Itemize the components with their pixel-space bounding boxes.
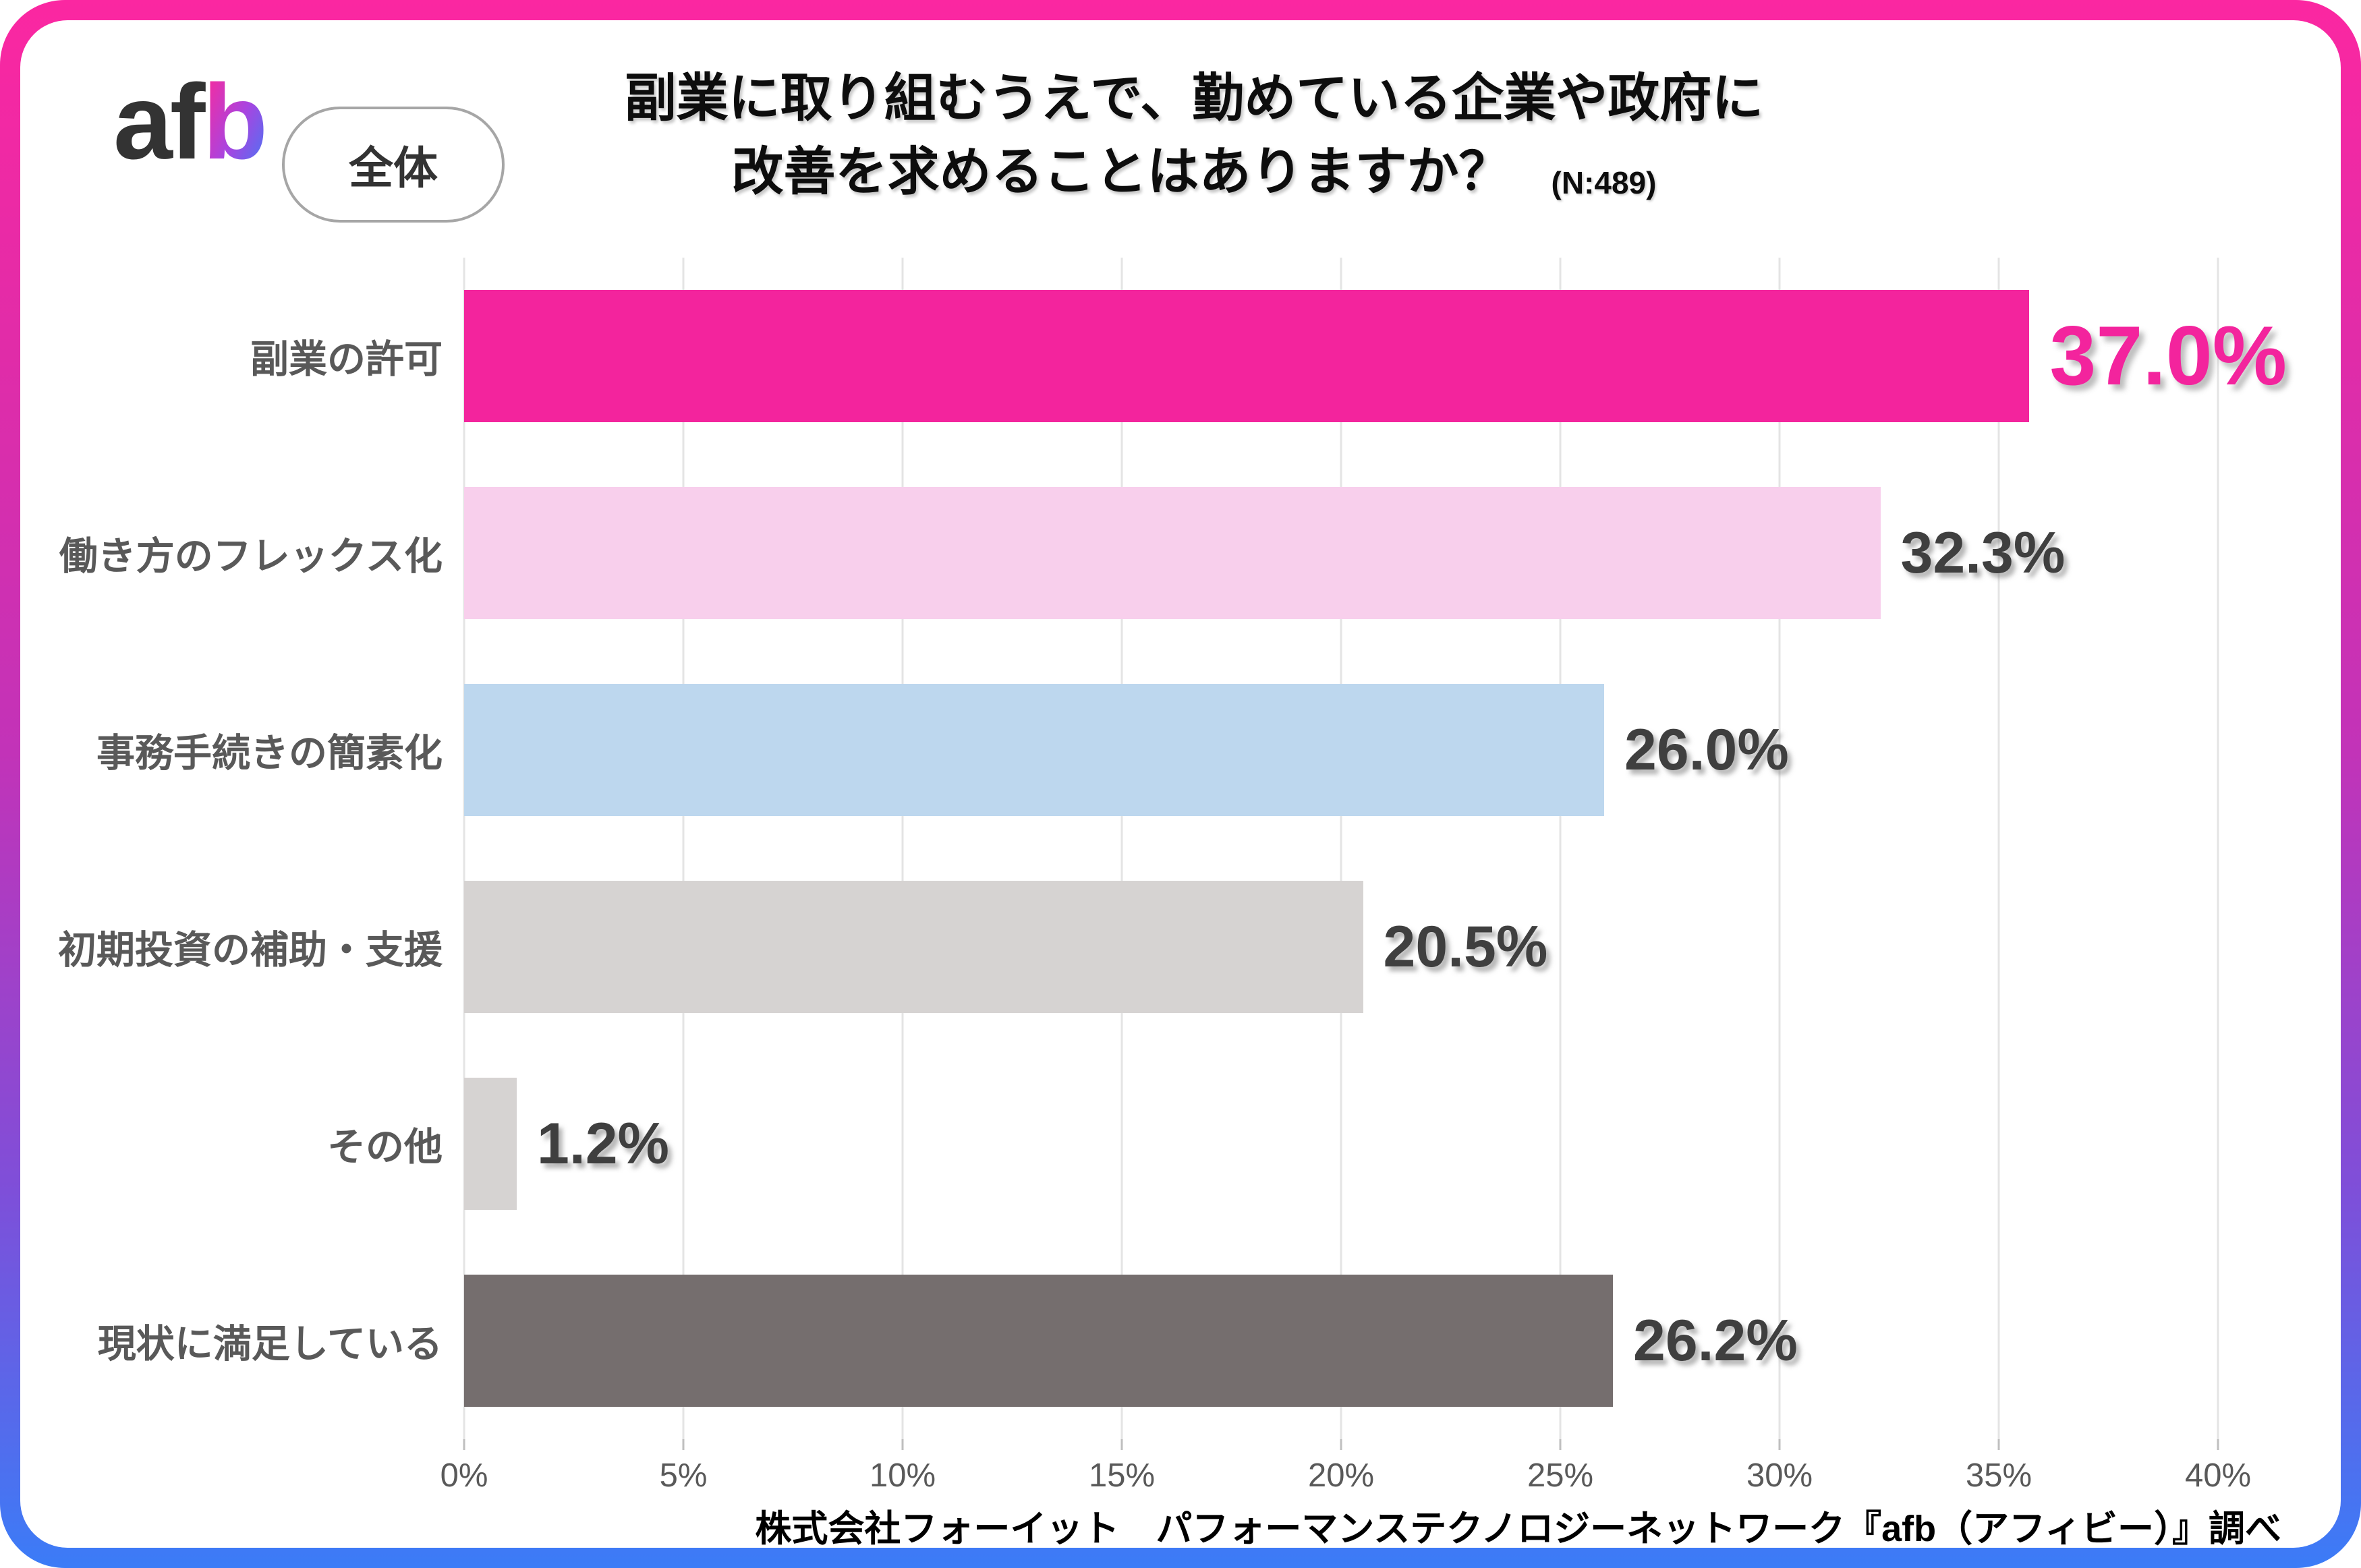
bar-jimu-kansoka — [464, 684, 1604, 816]
x-tick-mark — [1778, 1439, 1781, 1450]
bar-row-sonota: その他 1.2% — [20, 1045, 2287, 1242]
chart-title-line2-text: 改善を求めることはありますか？ — [731, 143, 1511, 202]
gridline — [2217, 258, 2219, 1439]
category-label: 初期投資の補助・支援 — [58, 929, 443, 972]
bar-chart: 副業の許可 37.0% 働き方のフレックス化 32.3% 事務手続きの簡素化 — [20, 258, 2287, 1439]
gridline — [1340, 258, 1342, 1439]
value-label: 32.3% — [1900, 520, 2066, 585]
x-tick-label: 35% — [1965, 1457, 2032, 1494]
x-tick-label: 15% — [1088, 1457, 1156, 1494]
x-tick-mark — [682, 1439, 685, 1450]
value-label: 37.0% — [2049, 310, 2287, 403]
value-label: 26.0% — [1624, 717, 1789, 782]
value-label: 26.2% — [1633, 1308, 1798, 1373]
gridline — [463, 258, 465, 1439]
value-label: 1.2% — [537, 1111, 670, 1176]
gridline — [1120, 258, 1123, 1439]
category-label: 現状に満足している — [97, 1323, 443, 1366]
chart-card: afb 全体 副業に取り組むうえで、勤めている企業や政府に 改善を求めることはあ… — [20, 20, 2341, 1548]
x-tick-label: 25% — [1527, 1457, 1594, 1494]
afb-logo-gradient-part: b — [202, 63, 268, 181]
value-label: 20.5% — [1383, 914, 1548, 979]
bar-rows: 副業の許可 37.0% 働き方のフレックス化 32.3% 事務手続きの簡素化 — [20, 258, 2287, 1439]
afb-logo: afb — [113, 69, 268, 175]
x-tick-label: 10% — [869, 1457, 936, 1494]
x-axis: 0% 5% 10% 15% 20% 25% 30% 35% 40% — [440, 1439, 2251, 1520]
category-label: 副業の許可 — [250, 338, 443, 381]
bar-flex — [464, 487, 1881, 619]
x-tick-label: 30% — [1746, 1457, 1813, 1494]
category-label: 事務手続きの簡素化 — [96, 732, 443, 775]
bar-shoki-toushi — [464, 881, 1363, 1013]
segment-badge: 全体 — [282, 107, 505, 223]
gridlines — [463, 258, 2219, 1439]
bar-row-jimu-kansoka: 事務手続きの簡素化 26.0% — [20, 651, 2287, 848]
bar-row-flex: 働き方のフレックス化 32.3% — [20, 455, 2287, 651]
x-tick-label: 5% — [659, 1457, 708, 1494]
category-label: その他 — [327, 1126, 443, 1169]
bar-sonota — [464, 1078, 517, 1210]
x-tick-mark — [901, 1439, 904, 1450]
x-tick-mark — [1997, 1439, 2000, 1450]
bar-fukugyou-kyoka — [464, 290, 2030, 422]
gridline — [1778, 258, 1781, 1439]
x-tick-mark — [1340, 1439, 1342, 1450]
chart-title-line2: 改善を求めることはありますか？ (N:489) — [533, 136, 1855, 209]
x-tick-label: 40% — [2184, 1457, 2252, 1494]
x-tick-label: 0% — [440, 1457, 488, 1494]
segment-badge-label: 全体 — [349, 143, 438, 193]
gridline — [901, 258, 904, 1439]
category-label: 働き方のフレックス化 — [59, 535, 443, 578]
gridline — [682, 258, 685, 1439]
x-tick-mark — [1120, 1439, 1123, 1450]
chart-title-line1: 副業に取り組むうえで、勤めている企業や政府に — [624, 69, 1764, 127]
chart-title: 副業に取り組むうえで、勤めている企業や政府に 改善を求めることはありますか？ (N… — [533, 62, 1855, 210]
x-tick-label: 20% — [1307, 1457, 1375, 1494]
bar-row-shoki-toushi: 初期投資の補助・支援 20.5% — [20, 848, 2287, 1045]
x-tick-mark — [2217, 1439, 2219, 1450]
x-tick-mark — [463, 1439, 465, 1450]
bar-genjou-manzoku — [464, 1275, 1613, 1407]
gridline — [1559, 258, 1562, 1439]
afb-logo-dark-part: af — [113, 63, 205, 181]
x-tick-mark — [1559, 1439, 1562, 1450]
bar-row-fukugyou-kyoka: 副業の許可 37.0% — [20, 258, 2287, 455]
bar-row-genjou-manzoku: 現状に満足している 26.2% — [20, 1242, 2287, 1439]
source-credit: 株式会社フォーイット パフォーマンステクノロジーネットワーク『afb（アフィビー… — [755, 1509, 2281, 1548]
gridline — [1997, 258, 2000, 1439]
sample-size-label: (N:489) — [1551, 165, 1657, 201]
